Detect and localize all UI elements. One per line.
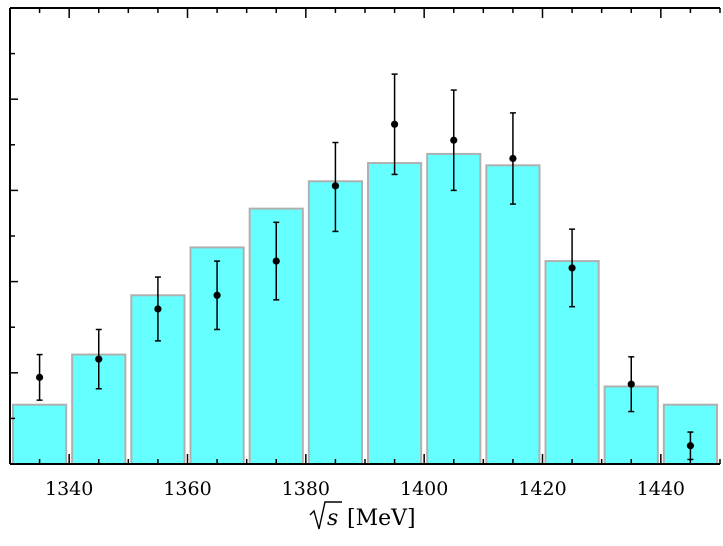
histogram-bar: [367, 162, 423, 465]
histogram-bar: [248, 207, 304, 465]
x-axis-label: s [MeV]: [309, 501, 416, 531]
data-point: [450, 89, 458, 192]
data-point: [331, 141, 340, 233]
data-point: [686, 431, 695, 461]
points-layer: [35, 73, 695, 461]
data-marker: [95, 355, 103, 363]
histogram-bar: [485, 164, 541, 465]
data-point: [95, 328, 103, 390]
data-point: [509, 112, 517, 205]
x-tick-label: 1420: [518, 478, 566, 500]
histogram-bar: [426, 152, 482, 465]
data-marker: [272, 257, 280, 265]
data-point: [213, 260, 221, 331]
data-marker: [213, 291, 221, 299]
data-point: [627, 356, 635, 413]
data-point: [390, 73, 399, 176]
data-marker: [390, 120, 399, 128]
data-marker: [450, 136, 458, 144]
x-tick-label: 1380: [282, 478, 330, 500]
data-point: [568, 228, 576, 308]
data-marker: [686, 442, 695, 450]
data-marker: [509, 154, 517, 163]
x-tick-label: 1340: [45, 478, 93, 500]
data-marker: [331, 182, 340, 190]
x-tick-label: 1400: [400, 478, 448, 500]
bars-layer: [12, 152, 718, 466]
data-marker: [35, 373, 44, 381]
sqrt-symbol: [309, 501, 342, 530]
x-tick-label: 1440: [637, 478, 685, 500]
x-tick-label: 1360: [163, 478, 211, 500]
data-marker: [154, 305, 162, 313]
data-point: [35, 353, 44, 401]
data-point: [154, 276, 162, 342]
data-point: [272, 221, 280, 301]
x-axis-label-units: [MeV]: [347, 506, 416, 531]
histogram-bar: [12, 403, 68, 465]
data-marker: [568, 264, 576, 272]
data-marker: [627, 380, 635, 388]
x-axis-tick-labels: 1340 1360 1380 1400 1420 1440: [45, 478, 685, 500]
x-axis-label-symbol: s: [327, 506, 338, 531]
x-axis-ticks: [10, 8, 721, 464]
